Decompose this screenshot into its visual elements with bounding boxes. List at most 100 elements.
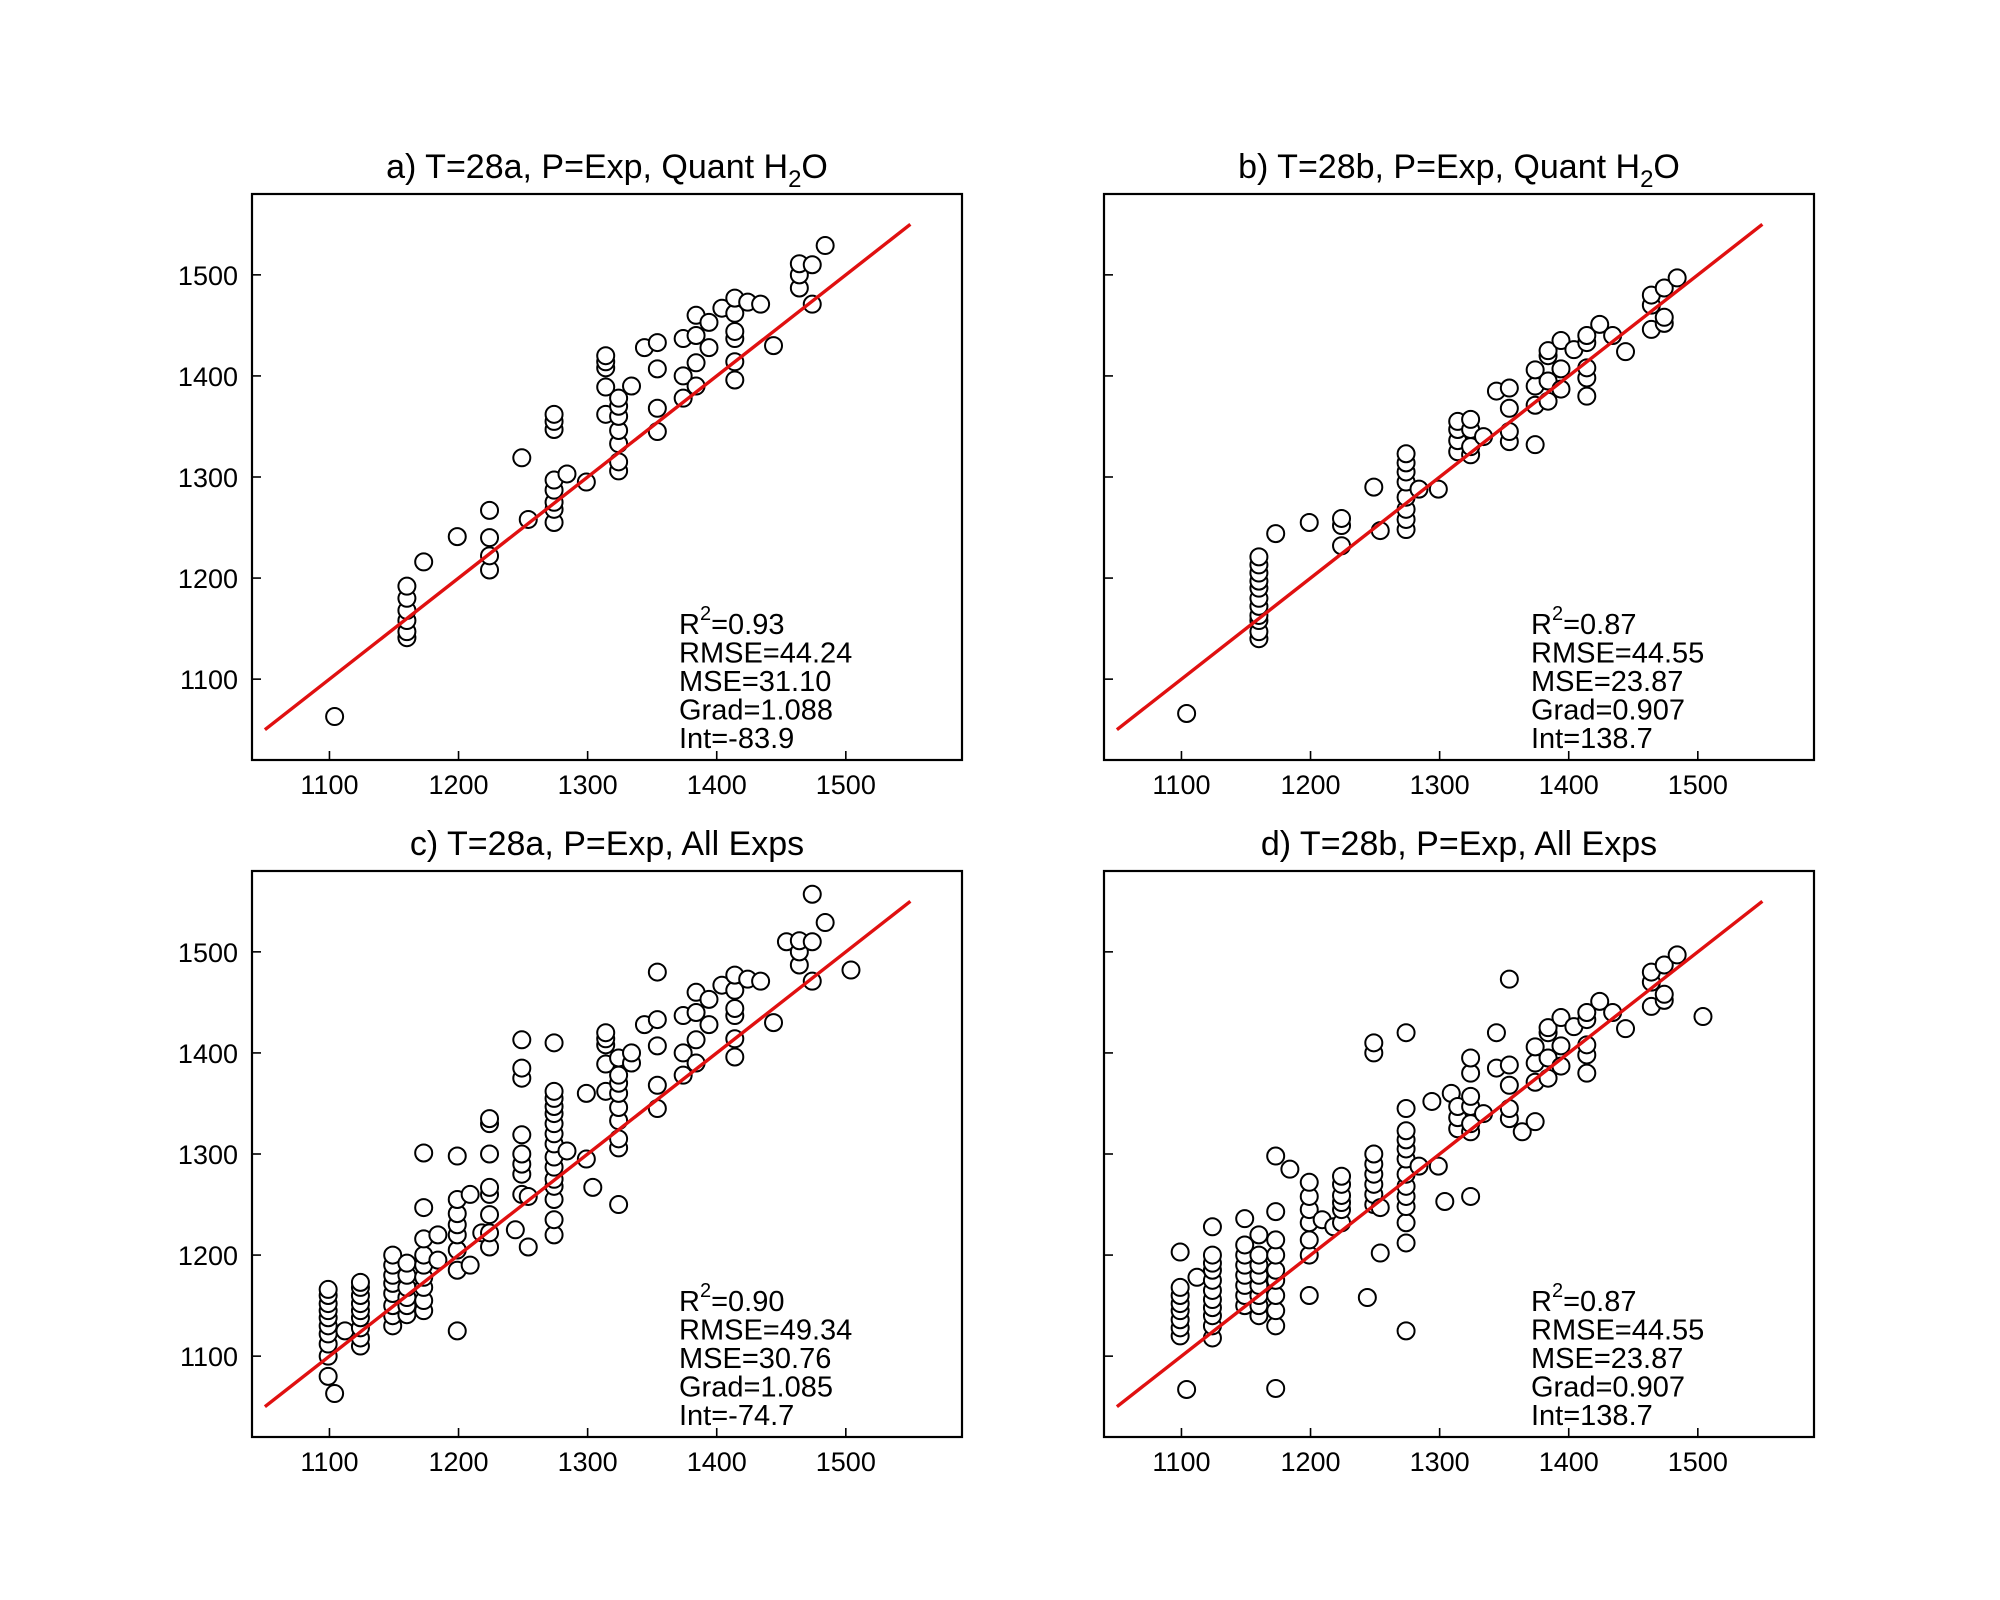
scatter-point bbox=[397, 576, 417, 596]
scatter-point bbox=[557, 1141, 577, 1161]
x-tick-label: 1400 bbox=[687, 1447, 747, 1477]
scatter-point bbox=[1299, 512, 1319, 532]
scatter-point bbox=[609, 1195, 629, 1215]
scatter-point bbox=[1577, 1063, 1597, 1083]
title-suffix: O bbox=[1653, 148, 1679, 186]
scatter-point bbox=[815, 913, 835, 933]
scatter-point bbox=[647, 1036, 667, 1056]
scatter-point bbox=[1187, 1267, 1207, 1287]
scatter-point bbox=[1177, 1379, 1197, 1399]
stat-rmse: RMSE=49.34 bbox=[679, 1315, 852, 1347]
stat-r2: R2=0.93 bbox=[679, 603, 784, 641]
scatter-point bbox=[699, 1015, 719, 1035]
scatter-point bbox=[1461, 1186, 1481, 1206]
scatter-point bbox=[596, 377, 616, 397]
scatter-point bbox=[1357, 1288, 1377, 1308]
scatter-point bbox=[686, 1030, 706, 1050]
scatter-point bbox=[1693, 1007, 1713, 1027]
scatter-point bbox=[802, 932, 822, 952]
x-tick-label: 1400 bbox=[1539, 1447, 1599, 1477]
stat-int: Int=138.7 bbox=[1531, 1400, 1653, 1432]
scatter-point bbox=[318, 1366, 338, 1386]
scatter-point bbox=[673, 388, 693, 408]
y-tick-label: 1500 bbox=[178, 261, 238, 291]
stat-grad: Grad=1.088 bbox=[679, 695, 833, 727]
stat-rmse: RMSE=44.24 bbox=[679, 638, 852, 670]
stat-grad: Grad=0.907 bbox=[1531, 695, 1685, 727]
stat-r2-value: =0.93 bbox=[711, 609, 784, 641]
scatter-point bbox=[1577, 386, 1597, 406]
fit-line bbox=[263, 222, 912, 732]
scatter-point bbox=[576, 1149, 596, 1169]
y-tick-label: 1100 bbox=[180, 665, 238, 695]
stat-int: Int=-83.9 bbox=[679, 723, 794, 755]
scatter-point bbox=[1551, 331, 1571, 351]
scatter-point bbox=[1332, 508, 1352, 528]
scatter-point bbox=[686, 353, 706, 373]
scatter-point bbox=[1667, 268, 1687, 288]
plot-frame bbox=[250, 869, 964, 1439]
scatter-point bbox=[1499, 378, 1519, 398]
y-tick-label: 1300 bbox=[178, 1140, 238, 1170]
scatter-point bbox=[512, 1058, 532, 1078]
scatter-point bbox=[725, 1047, 745, 1067]
scatter-point bbox=[1235, 1235, 1255, 1255]
stat-mse: MSE=23.87 bbox=[1531, 666, 1683, 698]
scatter-point bbox=[512, 448, 532, 468]
scatter-point bbox=[647, 1010, 667, 1030]
scatter-point bbox=[1551, 359, 1571, 379]
scatter-point bbox=[647, 1075, 667, 1095]
scatter-point bbox=[1202, 1217, 1222, 1237]
scatter-point bbox=[815, 236, 835, 256]
scatter-point bbox=[447, 527, 467, 547]
scatter-point bbox=[1249, 1225, 1269, 1245]
scatter-point bbox=[1616, 342, 1636, 362]
scatter-point bbox=[725, 998, 745, 1018]
scatter-point bbox=[1525, 435, 1545, 455]
scatter-point bbox=[1364, 1033, 1384, 1053]
scatter-point bbox=[647, 398, 667, 418]
scatter-point bbox=[447, 1321, 467, 1341]
scatter-point bbox=[1202, 1245, 1222, 1265]
scatter-point bbox=[1654, 278, 1674, 298]
scatter-point bbox=[460, 1255, 480, 1275]
scatter-point bbox=[764, 1013, 784, 1033]
scatter-point bbox=[764, 336, 784, 356]
scatter-point bbox=[647, 962, 667, 982]
panel-d: d) T=28b, P=Exp, All Exps 1100 1200 1300 140… bbox=[1102, 825, 1816, 1477]
scatter-point bbox=[1280, 1159, 1300, 1179]
scatter-point bbox=[1428, 1156, 1448, 1176]
scatter-point bbox=[1461, 1086, 1481, 1106]
scatter-point bbox=[1409, 1156, 1429, 1176]
scatter-point bbox=[1266, 1146, 1286, 1166]
title-main: b) T=28b, P=Exp, Quant H bbox=[1238, 148, 1640, 186]
scatter-point bbox=[335, 1321, 355, 1341]
scatter-point bbox=[1396, 444, 1416, 464]
scatter-point bbox=[1299, 1286, 1319, 1305]
scatter-point bbox=[518, 509, 538, 529]
x-tick-label: 1100 bbox=[1152, 1447, 1210, 1477]
x-tick-label: 1300 bbox=[558, 1447, 618, 1477]
scatter-point bbox=[1499, 969, 1519, 989]
y-tick-label: 1400 bbox=[178, 1039, 238, 1069]
scatter-point bbox=[686, 326, 706, 345]
x-tick-label: 1400 bbox=[1539, 770, 1599, 800]
scatter-point bbox=[318, 1279, 338, 1299]
scatter-point bbox=[480, 1109, 500, 1129]
x-tick-label: 1500 bbox=[1668, 1447, 1728, 1477]
x-tick-label: 1300 bbox=[1410, 1447, 1470, 1477]
scatter-point bbox=[1266, 1378, 1286, 1398]
scatter-point bbox=[480, 1144, 500, 1164]
scatter-point bbox=[699, 338, 719, 358]
scatter-point bbox=[460, 1184, 480, 1204]
x-tick-label: 1300 bbox=[558, 770, 618, 800]
scatter-point bbox=[1616, 1019, 1636, 1039]
scatter-point bbox=[1422, 1091, 1442, 1111]
x-tick-label: 1100 bbox=[300, 770, 358, 800]
title-main: d) T=28b, P=Exp, All Exps bbox=[1261, 825, 1657, 863]
stat-r2-superscript: 2 bbox=[1552, 603, 1563, 625]
scatter-point bbox=[1428, 479, 1448, 499]
scatter-point bbox=[1364, 1144, 1384, 1164]
title-subscript: 2 bbox=[788, 166, 801, 193]
